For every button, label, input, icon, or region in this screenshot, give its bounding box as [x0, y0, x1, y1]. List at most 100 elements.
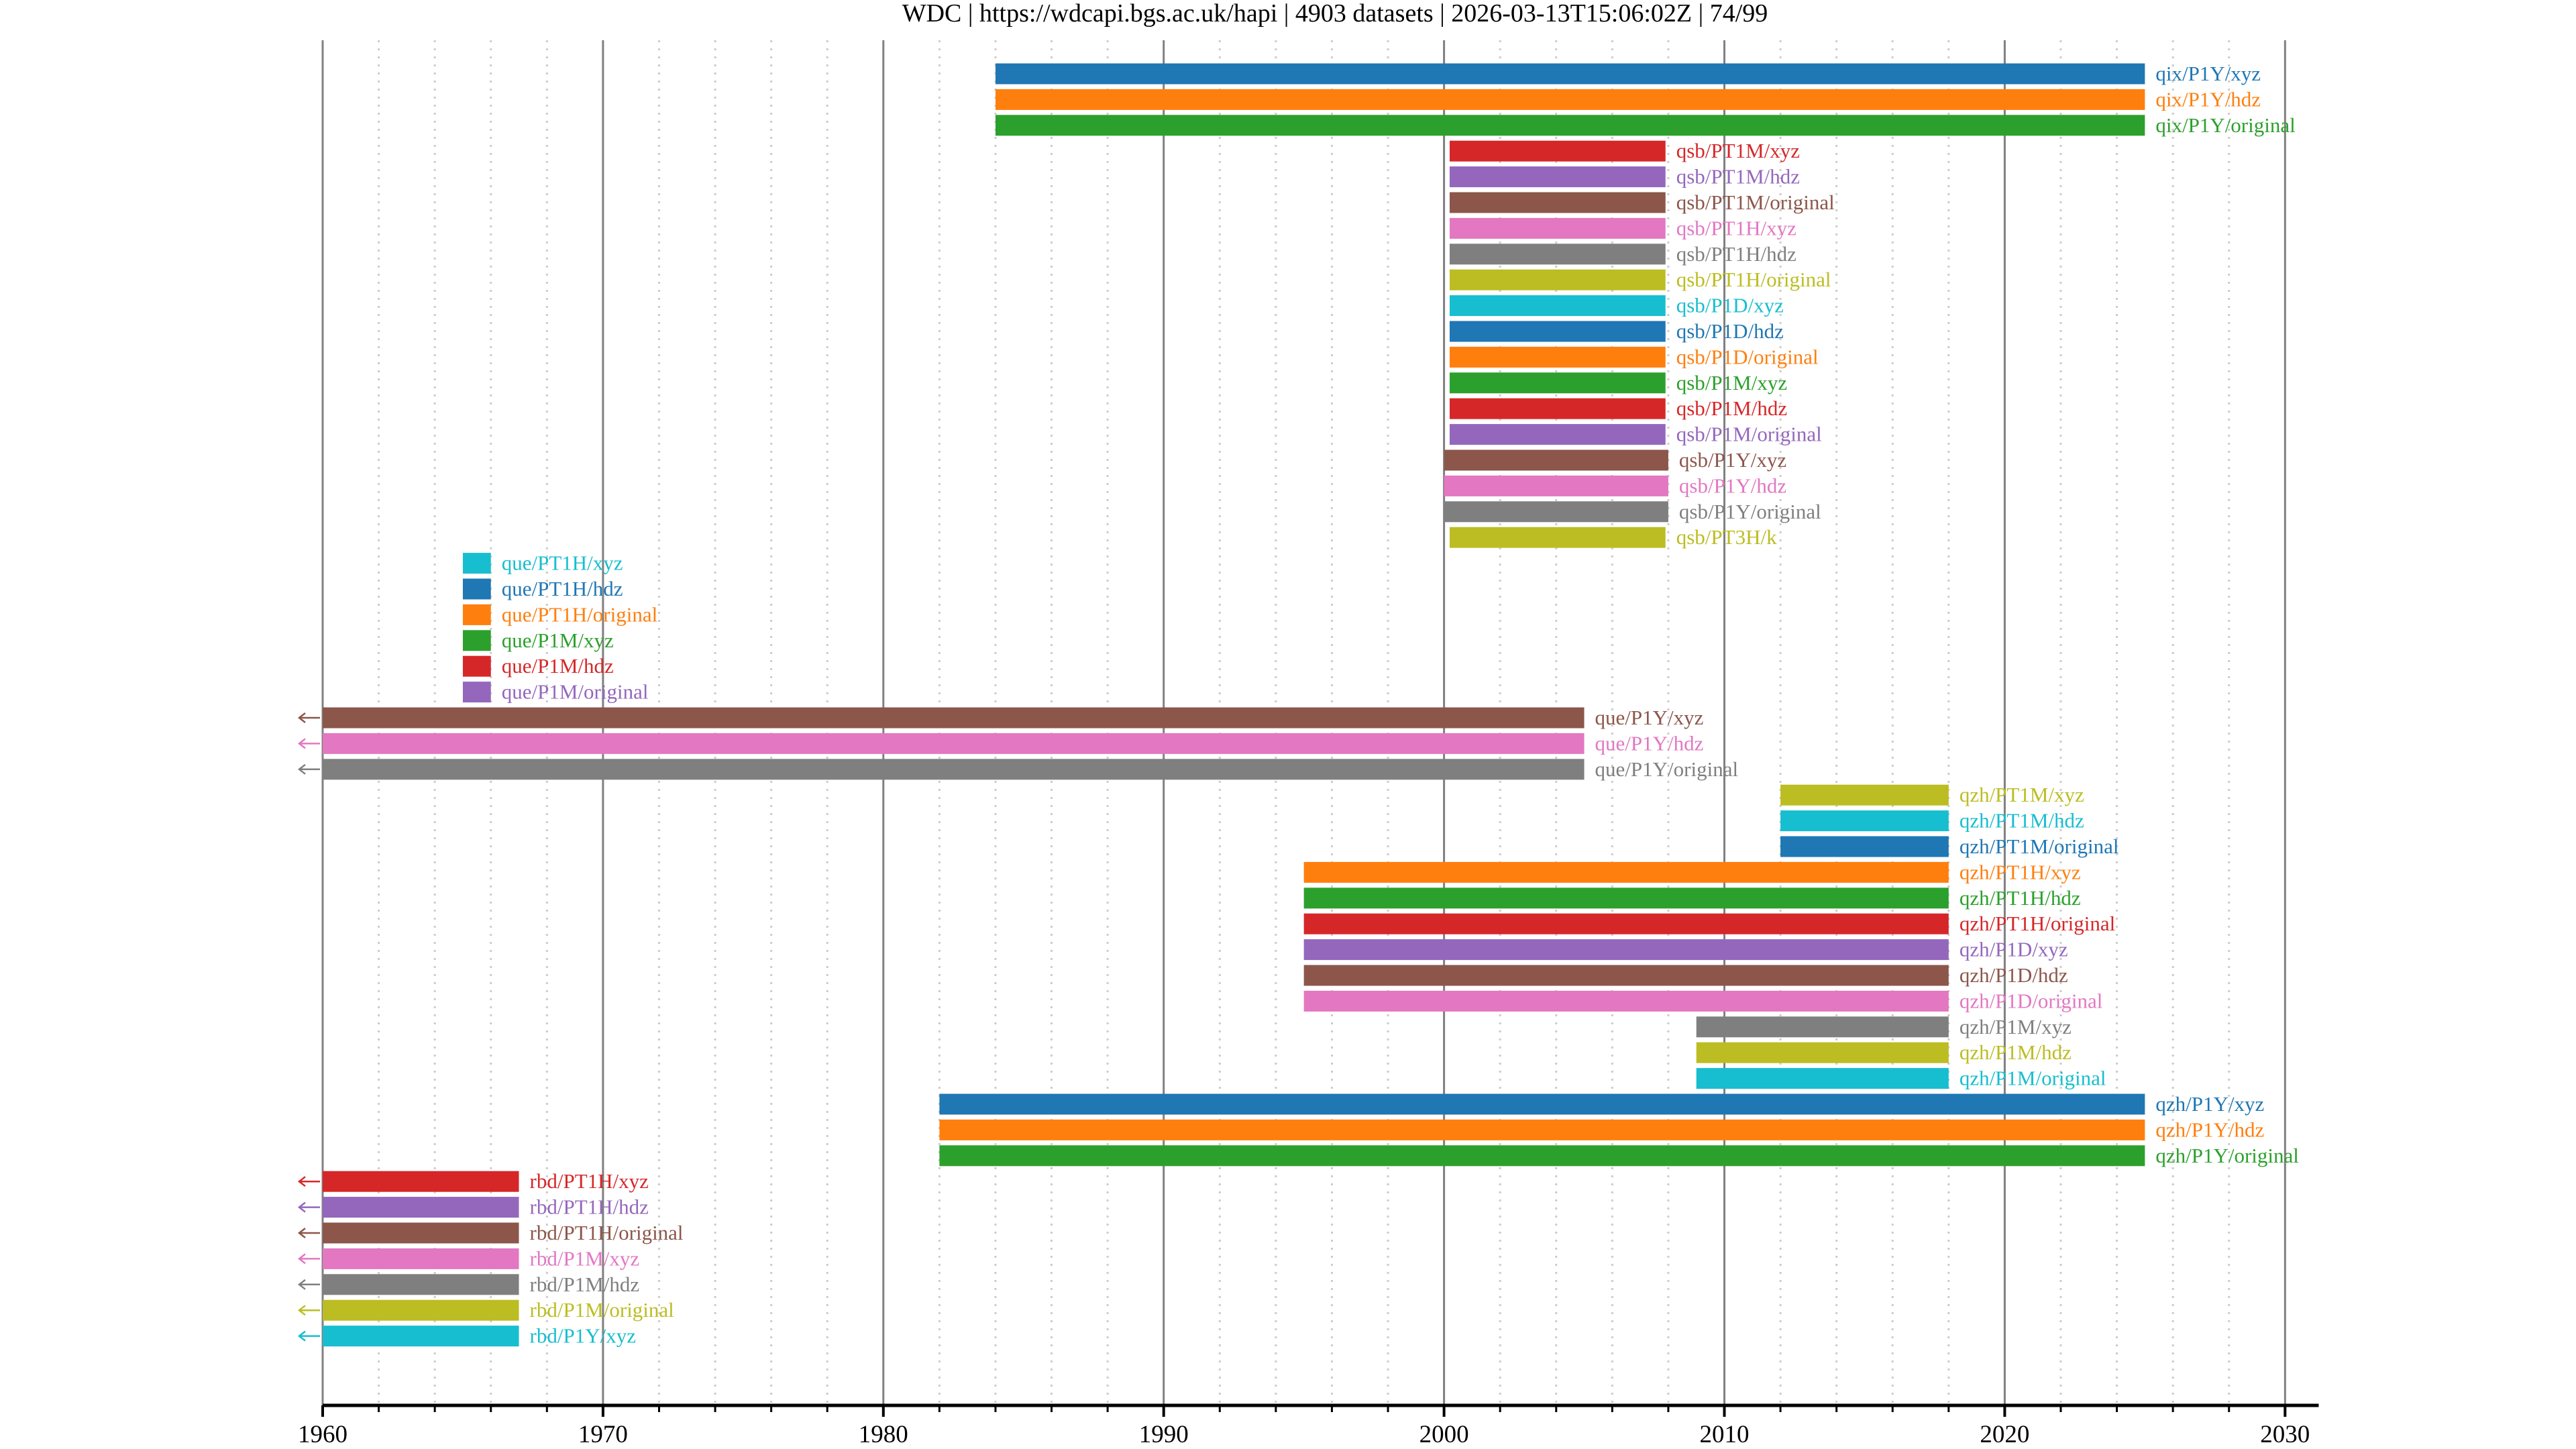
bar-row: qsb/PT1M/xyz	[1449, 139, 1800, 162]
bar-row: qzh/P1Y/original	[939, 1144, 2299, 1167]
bar	[1303, 990, 1949, 1012]
clip-arrow-head-icon	[297, 1201, 306, 1213]
bar-label: que/P1M/hdz	[502, 654, 614, 678]
bar-row: rbd/P1M/xyz	[297, 1246, 639, 1270]
bar-row: qzh/P1D/hdz	[1303, 963, 2068, 987]
bar	[1303, 861, 1949, 883]
bar-label: que/P1M/xyz	[502, 629, 614, 652]
bar	[462, 682, 491, 703]
bar	[323, 1248, 519, 1269]
bar	[939, 1145, 2145, 1167]
bar-label: qsb/PT3H/k	[1676, 525, 1777, 549]
bar-label: que/PT1H/xyz	[502, 551, 623, 575]
bar-row: qzh/P1D/original	[1303, 989, 2103, 1012]
bar	[1780, 810, 1949, 832]
bar-label: qzh/PT1M/original	[1960, 835, 2119, 858]
bar	[1696, 1068, 1949, 1089]
bar	[1449, 166, 1666, 188]
bar	[462, 630, 491, 651]
bar	[323, 759, 1585, 780]
bar-row: que/P1Y/xyz	[297, 706, 1703, 729]
bar-label: qzh/PT1H/xyz	[1960, 860, 2081, 883]
bar-label: qzh/PT1M/hdz	[1960, 809, 2084, 833]
bar	[995, 89, 2145, 110]
bar	[1444, 501, 1668, 523]
bar	[1303, 939, 1949, 961]
bar-label: qsb/PT1M/xyz	[1676, 139, 1800, 162]
bar-row: rbd/P1M/original	[297, 1298, 674, 1322]
bar-row: que/P1Y/hdz	[297, 731, 1704, 755]
bar	[1449, 372, 1666, 394]
bar-label: qsb/P1Y/hdz	[1679, 474, 1786, 497]
bar	[1449, 192, 1666, 213]
bar	[1449, 295, 1666, 317]
x-tick-label: 1960	[298, 1421, 347, 1448]
bar-label: qsb/P1D/hdz	[1676, 319, 1784, 343]
bar-row: rbd/PT1H/xyz	[297, 1169, 649, 1193]
bar-row: qzh/P1Y/xyz	[939, 1092, 2264, 1116]
bar-row: qzh/PT1M/original	[1780, 835, 2118, 858]
bar-row: qsb/P1Y/original	[1444, 500, 1821, 523]
bar-row: qsb/PT1H/xyz	[1449, 216, 1796, 239]
bar	[1780, 836, 1949, 857]
bar-label: rbd/P1Y/xyz	[530, 1324, 636, 1348]
bar	[323, 707, 1585, 729]
bar	[1444, 449, 1668, 471]
bar-label: rbd/P1M/original	[530, 1298, 674, 1322]
bar	[1449, 321, 1666, 342]
clip-arrow-head-icon	[297, 1305, 306, 1316]
bar-label: qsb/P1M/xyz	[1676, 371, 1787, 394]
bar-label: rbd/PT1H/xyz	[530, 1169, 649, 1193]
bar-row: que/P1M/xyz	[462, 629, 614, 652]
bar	[939, 1119, 2145, 1140]
clip-arrow-head-icon	[297, 712, 306, 723]
bar	[1449, 398, 1666, 419]
bar-row: qzh/PT1M/hdz	[1780, 809, 2084, 833]
bar-row: qzh/PT1H/xyz	[1303, 860, 2081, 883]
bar-row: qzh/P1M/original	[1696, 1067, 2106, 1090]
x-axis: 1960 1970 1980 1990 2000 2010 2020 2030	[298, 1403, 2319, 1448]
bar-row: rbd/P1Y/xyz	[297, 1324, 636, 1348]
bar-label: qsb/P1D/xyz	[1676, 294, 1784, 317]
bar-row: qix/P1Y/xyz	[995, 62, 2261, 85]
bar	[1449, 217, 1666, 239]
x-tick-label: 2010	[1700, 1421, 1750, 1448]
bar-row: qzh/P1M/xyz	[1696, 1015, 2072, 1038]
bar	[323, 1326, 519, 1347]
bar-label: qsb/P1M/hdz	[1676, 396, 1787, 420]
x-tick-label: 1990	[1139, 1421, 1189, 1448]
bar-row: que/PT1H/original	[462, 602, 657, 626]
bar-label: rbd/PT1H/hdz	[530, 1195, 649, 1219]
bar	[323, 1197, 519, 1218]
bar-row: qsb/P1M/hdz	[1449, 396, 1787, 420]
bar	[1696, 1042, 1949, 1063]
bar-label: qsb/P1Y/original	[1679, 500, 1821, 523]
bar-row: qsb/P1M/original	[1449, 423, 1822, 446]
bar-row: que/P1M/original	[462, 680, 648, 704]
bar	[462, 553, 491, 574]
bar-row: qix/P1Y/hdz	[995, 87, 2261, 111]
bar-label: qzh/P1D/original	[1960, 989, 2103, 1012]
bar-row: qsb/P1D/hdz	[1449, 319, 1784, 343]
bar	[462, 655, 491, 677]
bar-label: que/P1Y/hdz	[1595, 731, 1704, 755]
bar-label: qzh/PT1H/hdz	[1960, 886, 2081, 910]
bar	[1449, 244, 1666, 265]
bar-label: qzh/P1Y/hdz	[2155, 1118, 2264, 1141]
bar-label: qsb/P1Y/xyz	[1679, 448, 1786, 472]
bar-label: qix/P1Y/xyz	[2155, 62, 2261, 85]
bar-row: qzh/P1M/hdz	[1696, 1040, 2072, 1064]
bar	[995, 63, 2145, 85]
bar-row: rbd/PT1H/original	[297, 1221, 684, 1244]
bar	[462, 578, 491, 600]
clip-arrow-head-icon	[297, 1176, 306, 1187]
bar-label: qsb/PT1M/original	[1676, 191, 1835, 214]
bar	[1696, 1016, 1949, 1038]
bar-label: qzh/P1M/xyz	[1960, 1015, 2072, 1038]
bar-label: qsb/PT1H/xyz	[1676, 216, 1796, 239]
bar-row: qzh/PT1H/hdz	[1303, 886, 2081, 910]
x-tick-label: 2020	[1980, 1421, 2029, 1448]
bar-row: qsb/PT1H/hdz	[1449, 242, 1796, 266]
bar	[1449, 527, 1666, 548]
